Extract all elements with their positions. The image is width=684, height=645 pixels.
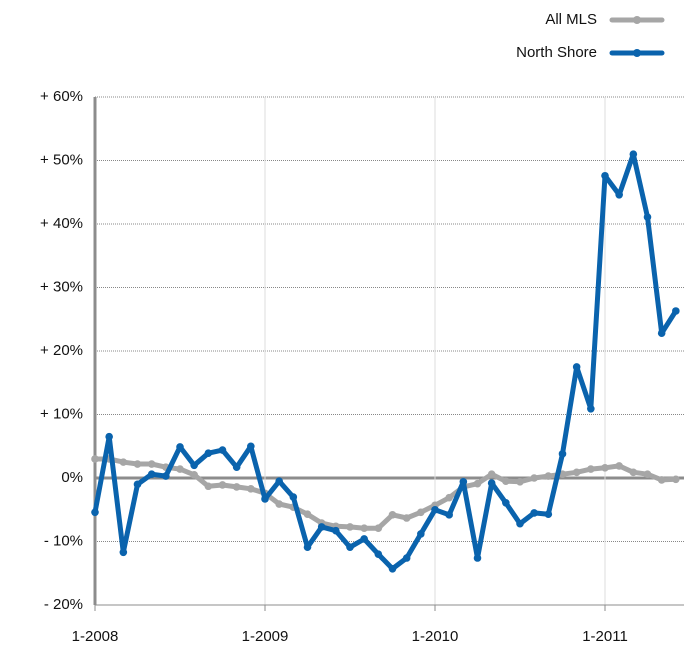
y-tick-label: - 10% — [44, 532, 83, 549]
point — [190, 471, 198, 479]
point — [133, 460, 142, 468]
x-tick-label: 1-2010 — [412, 628, 459, 645]
point — [247, 484, 255, 493]
point — [487, 479, 496, 487]
point — [176, 465, 184, 473]
point — [374, 524, 383, 532]
point — [587, 404, 595, 413]
x-tick-label: 1-2009 — [242, 628, 289, 645]
point — [360, 524, 368, 532]
point — [119, 548, 128, 557]
legend-label: All MLS — [545, 11, 597, 28]
point — [601, 464, 609, 472]
point — [105, 432, 113, 441]
point — [147, 460, 156, 468]
point — [473, 554, 482, 562]
point — [261, 495, 269, 503]
point — [615, 462, 623, 470]
point — [417, 530, 425, 538]
y-tick-label: - 20% — [44, 596, 83, 613]
point — [346, 523, 354, 531]
legend-label: North Shore — [516, 44, 597, 61]
point — [91, 455, 99, 463]
point — [303, 543, 312, 552]
x-tick-label: 1-2008 — [72, 628, 119, 645]
point — [119, 458, 128, 466]
point — [459, 478, 468, 486]
point — [303, 510, 312, 518]
point — [388, 565, 397, 573]
point — [587, 465, 595, 473]
point — [572, 363, 581, 371]
point — [615, 190, 623, 199]
point — [147, 470, 156, 478]
point — [558, 450, 567, 458]
point — [289, 493, 298, 501]
point — [247, 442, 255, 451]
point — [317, 523, 326, 531]
point — [516, 478, 524, 486]
point — [601, 171, 609, 180]
y-tick-label: + 50% — [40, 151, 83, 168]
point — [502, 498, 510, 507]
y-tick-label: + 40% — [40, 215, 83, 232]
point — [232, 483, 241, 491]
point — [388, 511, 397, 519]
point — [402, 554, 411, 562]
point — [133, 480, 142, 489]
legend-dot — [633, 16, 641, 24]
y-tick-label: + 60% — [40, 88, 83, 105]
point — [204, 482, 213, 491]
point — [417, 508, 425, 517]
point — [360, 535, 368, 543]
point — [162, 472, 170, 480]
point — [346, 543, 354, 552]
point — [643, 470, 652, 478]
point — [629, 150, 638, 158]
point — [530, 509, 538, 517]
point — [232, 463, 241, 472]
legend-dot — [633, 49, 641, 57]
point — [204, 449, 213, 458]
point — [657, 329, 666, 338]
point — [544, 510, 553, 518]
point — [502, 477, 510, 485]
point — [530, 474, 538, 482]
point — [445, 511, 453, 519]
y-tick-label: + 30% — [40, 278, 83, 295]
point — [176, 443, 184, 451]
point — [275, 500, 283, 508]
point — [275, 477, 283, 485]
point — [445, 493, 453, 502]
y-tick-label: 0% — [61, 469, 83, 486]
series-line — [92, 151, 679, 572]
point — [402, 514, 411, 522]
point — [657, 476, 666, 484]
point — [190, 461, 198, 470]
point — [218, 481, 227, 489]
point — [91, 508, 99, 517]
point — [218, 446, 227, 454]
point — [544, 472, 553, 480]
point — [672, 307, 680, 315]
point — [431, 505, 439, 514]
point — [487, 470, 496, 478]
point — [672, 475, 680, 484]
point — [572, 468, 581, 477]
point — [516, 519, 524, 528]
point — [332, 526, 340, 535]
point — [643, 213, 652, 221]
point — [473, 479, 482, 488]
x-tick-label: 1-2011 — [582, 628, 628, 645]
y-tick-label: + 20% — [40, 342, 83, 359]
y-tick-label: + 10% — [40, 405, 83, 422]
point — [629, 468, 638, 477]
point — [374, 550, 383, 558]
